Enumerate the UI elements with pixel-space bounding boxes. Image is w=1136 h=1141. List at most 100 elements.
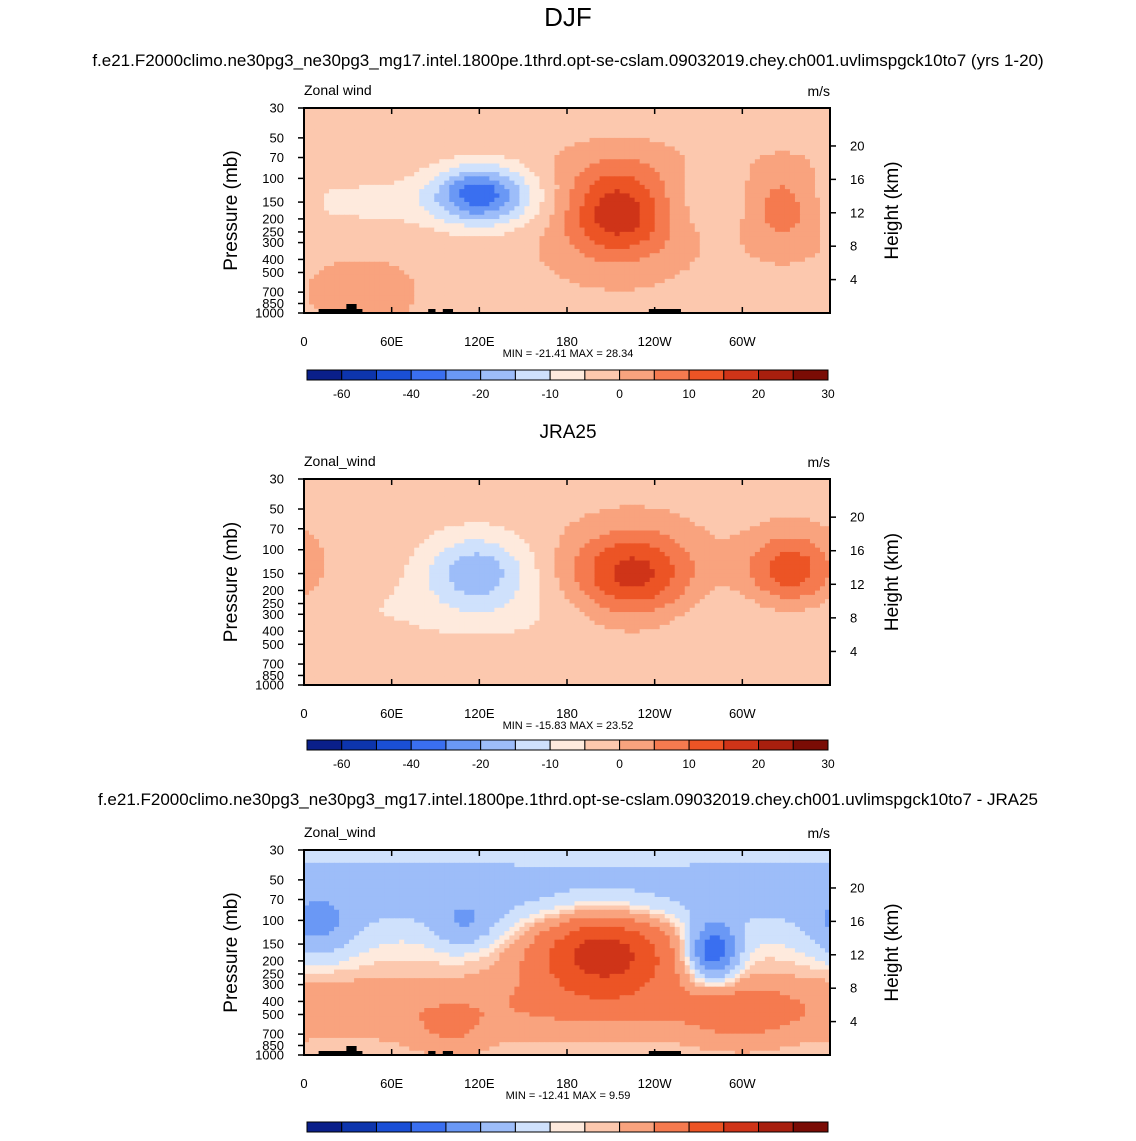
heatmap-cell xyxy=(559,193,566,199)
heatmap-cell xyxy=(439,129,445,135)
heatmap-cell xyxy=(549,261,556,267)
heatmap-cell xyxy=(759,214,766,220)
heatmap-cell xyxy=(504,206,510,212)
heatmap-cell xyxy=(619,231,626,237)
heatmap-cell xyxy=(509,261,515,267)
heatmap-cell xyxy=(804,201,811,207)
heatmap-cell xyxy=(679,295,686,301)
heatmap-cell xyxy=(819,219,826,224)
heatmap-cell xyxy=(324,210,330,216)
heatmap-cell xyxy=(514,163,521,169)
heatmap-cell xyxy=(794,248,801,254)
heatmap-cell xyxy=(549,154,556,160)
heatmap-cell xyxy=(679,261,686,267)
heatmap-cell xyxy=(389,278,395,284)
heatmap-cell xyxy=(709,214,716,220)
heatmap-cell xyxy=(314,176,320,182)
heatmap-cell xyxy=(654,154,661,160)
heatmap-cell xyxy=(759,210,766,216)
heatmap-cell xyxy=(764,197,771,203)
heatmap-cell xyxy=(759,193,766,199)
heatmap-cell xyxy=(659,146,666,152)
heatmap-cell xyxy=(424,240,430,246)
heatmap-cell xyxy=(544,227,551,233)
heatmap-cell xyxy=(819,210,826,216)
heatmap-cell xyxy=(619,189,626,195)
heatmap-cell xyxy=(574,291,581,297)
heatmap-cell xyxy=(814,116,821,122)
heatmap-cell xyxy=(544,231,551,237)
heatmap-cell xyxy=(349,210,355,216)
heatmap-cell xyxy=(404,129,410,135)
heatmap-cell xyxy=(694,261,701,267)
heatmap-cell xyxy=(624,300,631,306)
heatmap-cell xyxy=(489,129,495,135)
heatmap-cell xyxy=(409,184,415,190)
heatmap-cell xyxy=(444,176,450,182)
heatmap-cell xyxy=(339,291,345,297)
heatmap-cell xyxy=(439,125,445,130)
heatmap-cell xyxy=(764,244,771,250)
heatmap-cell xyxy=(659,176,666,182)
heatmap-cell xyxy=(624,295,631,301)
heatmap-cell xyxy=(564,295,571,301)
heatmap-cell xyxy=(499,184,505,190)
heatmap-cell xyxy=(469,108,475,113)
heatmap-cell xyxy=(769,193,776,199)
heatmap-cell xyxy=(564,291,571,297)
heatmap-cell xyxy=(639,274,646,280)
heatmap-cell xyxy=(409,129,415,135)
heatmap-cell xyxy=(744,150,751,156)
heatmap-cell xyxy=(664,304,671,310)
heatmap-cell xyxy=(769,223,776,229)
heatmap-cell xyxy=(769,270,776,276)
heatmap-cell xyxy=(304,176,310,182)
heatmap-cell xyxy=(489,261,495,267)
heatmap-cell xyxy=(549,253,556,259)
heatmap-cell xyxy=(594,266,601,271)
heatmap-cell xyxy=(309,133,315,139)
heatmap-cell xyxy=(459,210,465,216)
heatmap-cell xyxy=(749,295,756,301)
heatmap-cell xyxy=(434,201,440,207)
heatmap-cell xyxy=(539,257,546,263)
heatmap-cell xyxy=(814,176,821,182)
heatmap-cell xyxy=(549,193,556,199)
heatmap-cell xyxy=(824,304,831,310)
heatmap-cell xyxy=(354,142,360,148)
heatmap-cell xyxy=(509,159,515,165)
heatmap-cell xyxy=(769,180,776,186)
heatmap-cell xyxy=(654,304,661,310)
heatmap-cell xyxy=(584,270,591,276)
heatmap-cell xyxy=(379,184,385,190)
heatmap-cell xyxy=(724,253,731,259)
heatmap-cell xyxy=(494,308,500,314)
heatmap-cell xyxy=(644,244,651,250)
heatmap-cell xyxy=(629,270,636,276)
heatmap-cell xyxy=(359,304,365,310)
heatmap-cell xyxy=(379,201,385,207)
heatmap-cell xyxy=(579,248,586,254)
heatmap-cell xyxy=(819,201,826,207)
heatmap-cell xyxy=(539,125,546,130)
heatmap-cell xyxy=(469,167,475,173)
heatmap-cell xyxy=(744,266,751,271)
heatmap-cell xyxy=(429,137,435,143)
heatmap-cell xyxy=(364,295,370,301)
heatmap-cell xyxy=(684,176,691,182)
heatmap-cell xyxy=(604,112,611,118)
heatmap-cell xyxy=(549,274,556,280)
heatmap-cell xyxy=(554,108,561,113)
heatmap-cell xyxy=(694,287,701,293)
heatmap-cell xyxy=(309,219,315,224)
heatmap-cell xyxy=(729,210,736,216)
heatmap-cell xyxy=(649,210,656,216)
heatmap-cell xyxy=(559,270,566,276)
heatmap-cell xyxy=(369,274,375,280)
heatmap-cell xyxy=(794,172,801,177)
heatmap-cell xyxy=(794,180,801,186)
heatmap-cell xyxy=(709,257,716,263)
heatmap-cell xyxy=(439,295,445,301)
heatmap-cell xyxy=(689,287,696,293)
heatmap-cell xyxy=(419,133,425,139)
